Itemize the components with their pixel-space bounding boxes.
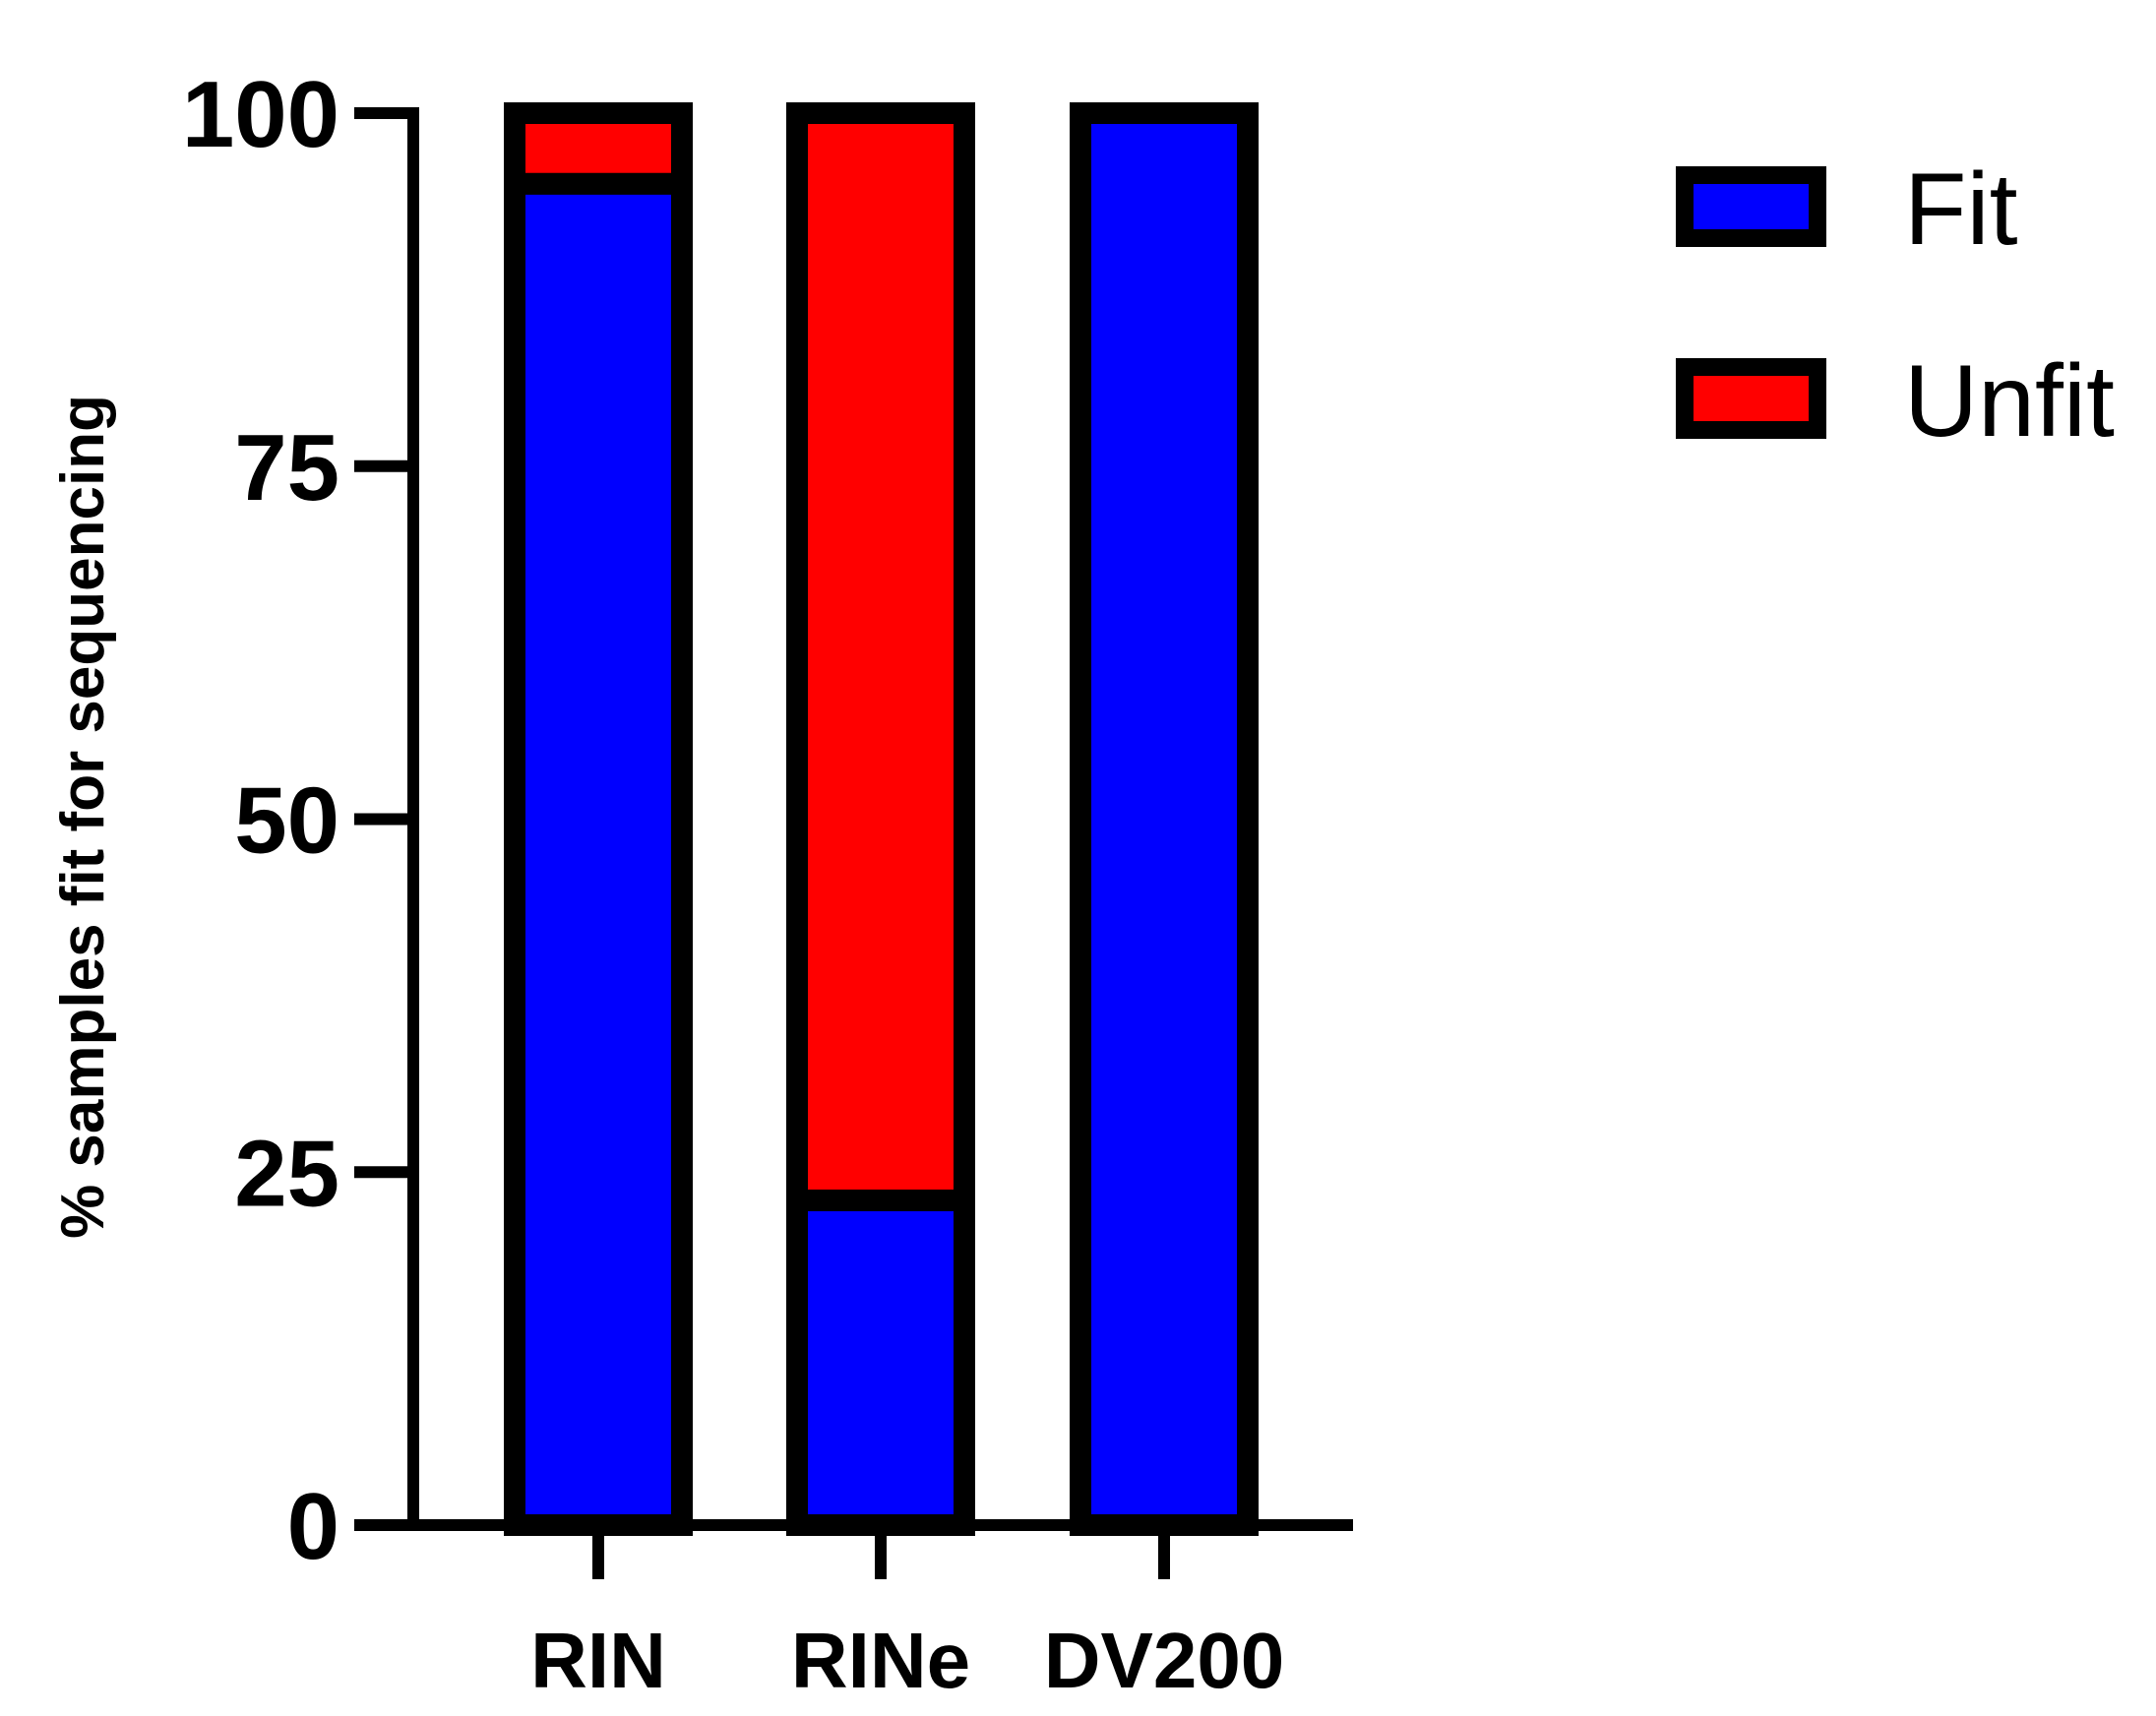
bars <box>504 102 1259 1536</box>
bar-group-rine <box>786 102 975 1536</box>
legend-label-unfit: Unfit <box>1904 344 2115 459</box>
legend-item-unfit: Unfit <box>1676 344 2115 459</box>
bar-rin-fit <box>504 172 693 1536</box>
legend-swatch-fit <box>1676 166 1826 247</box>
y-tick-label-25: 25 <box>234 1121 339 1226</box>
legend-swatch-unfit <box>1676 358 1826 439</box>
y-tick-label-100: 100 <box>182 62 339 167</box>
y-tick-label-50: 50 <box>234 768 339 874</box>
y-axis: 0 25 50 75 100 <box>182 62 419 1579</box>
bar-group-dv200 <box>1070 102 1259 1536</box>
x-tick-label-rine: RINe <box>791 1617 970 1704</box>
bar-rine-fit <box>786 1189 975 1536</box>
bar-group-rin <box>504 102 693 1536</box>
x-tick-label-rin: RIN <box>530 1617 666 1704</box>
bar-dv200-fit <box>1070 102 1259 1536</box>
legend-label-fit: Fit <box>1904 153 2018 267</box>
legend: Fit Unfit <box>1676 153 2115 459</box>
y-tick-label-75: 75 <box>234 415 339 521</box>
legend-item-fit: Fit <box>1676 153 2018 267</box>
y-axis-title: % samples fit for sequencing <box>49 395 117 1239</box>
x-tick-label-dv200: DV200 <box>1044 1617 1285 1704</box>
bar-rin-unfit <box>504 102 693 195</box>
y-tick-label-0: 0 <box>287 1474 339 1579</box>
bar-rine-unfit <box>786 102 975 1211</box>
x-axis: RIN RINe DV200 <box>354 1519 1353 1704</box>
